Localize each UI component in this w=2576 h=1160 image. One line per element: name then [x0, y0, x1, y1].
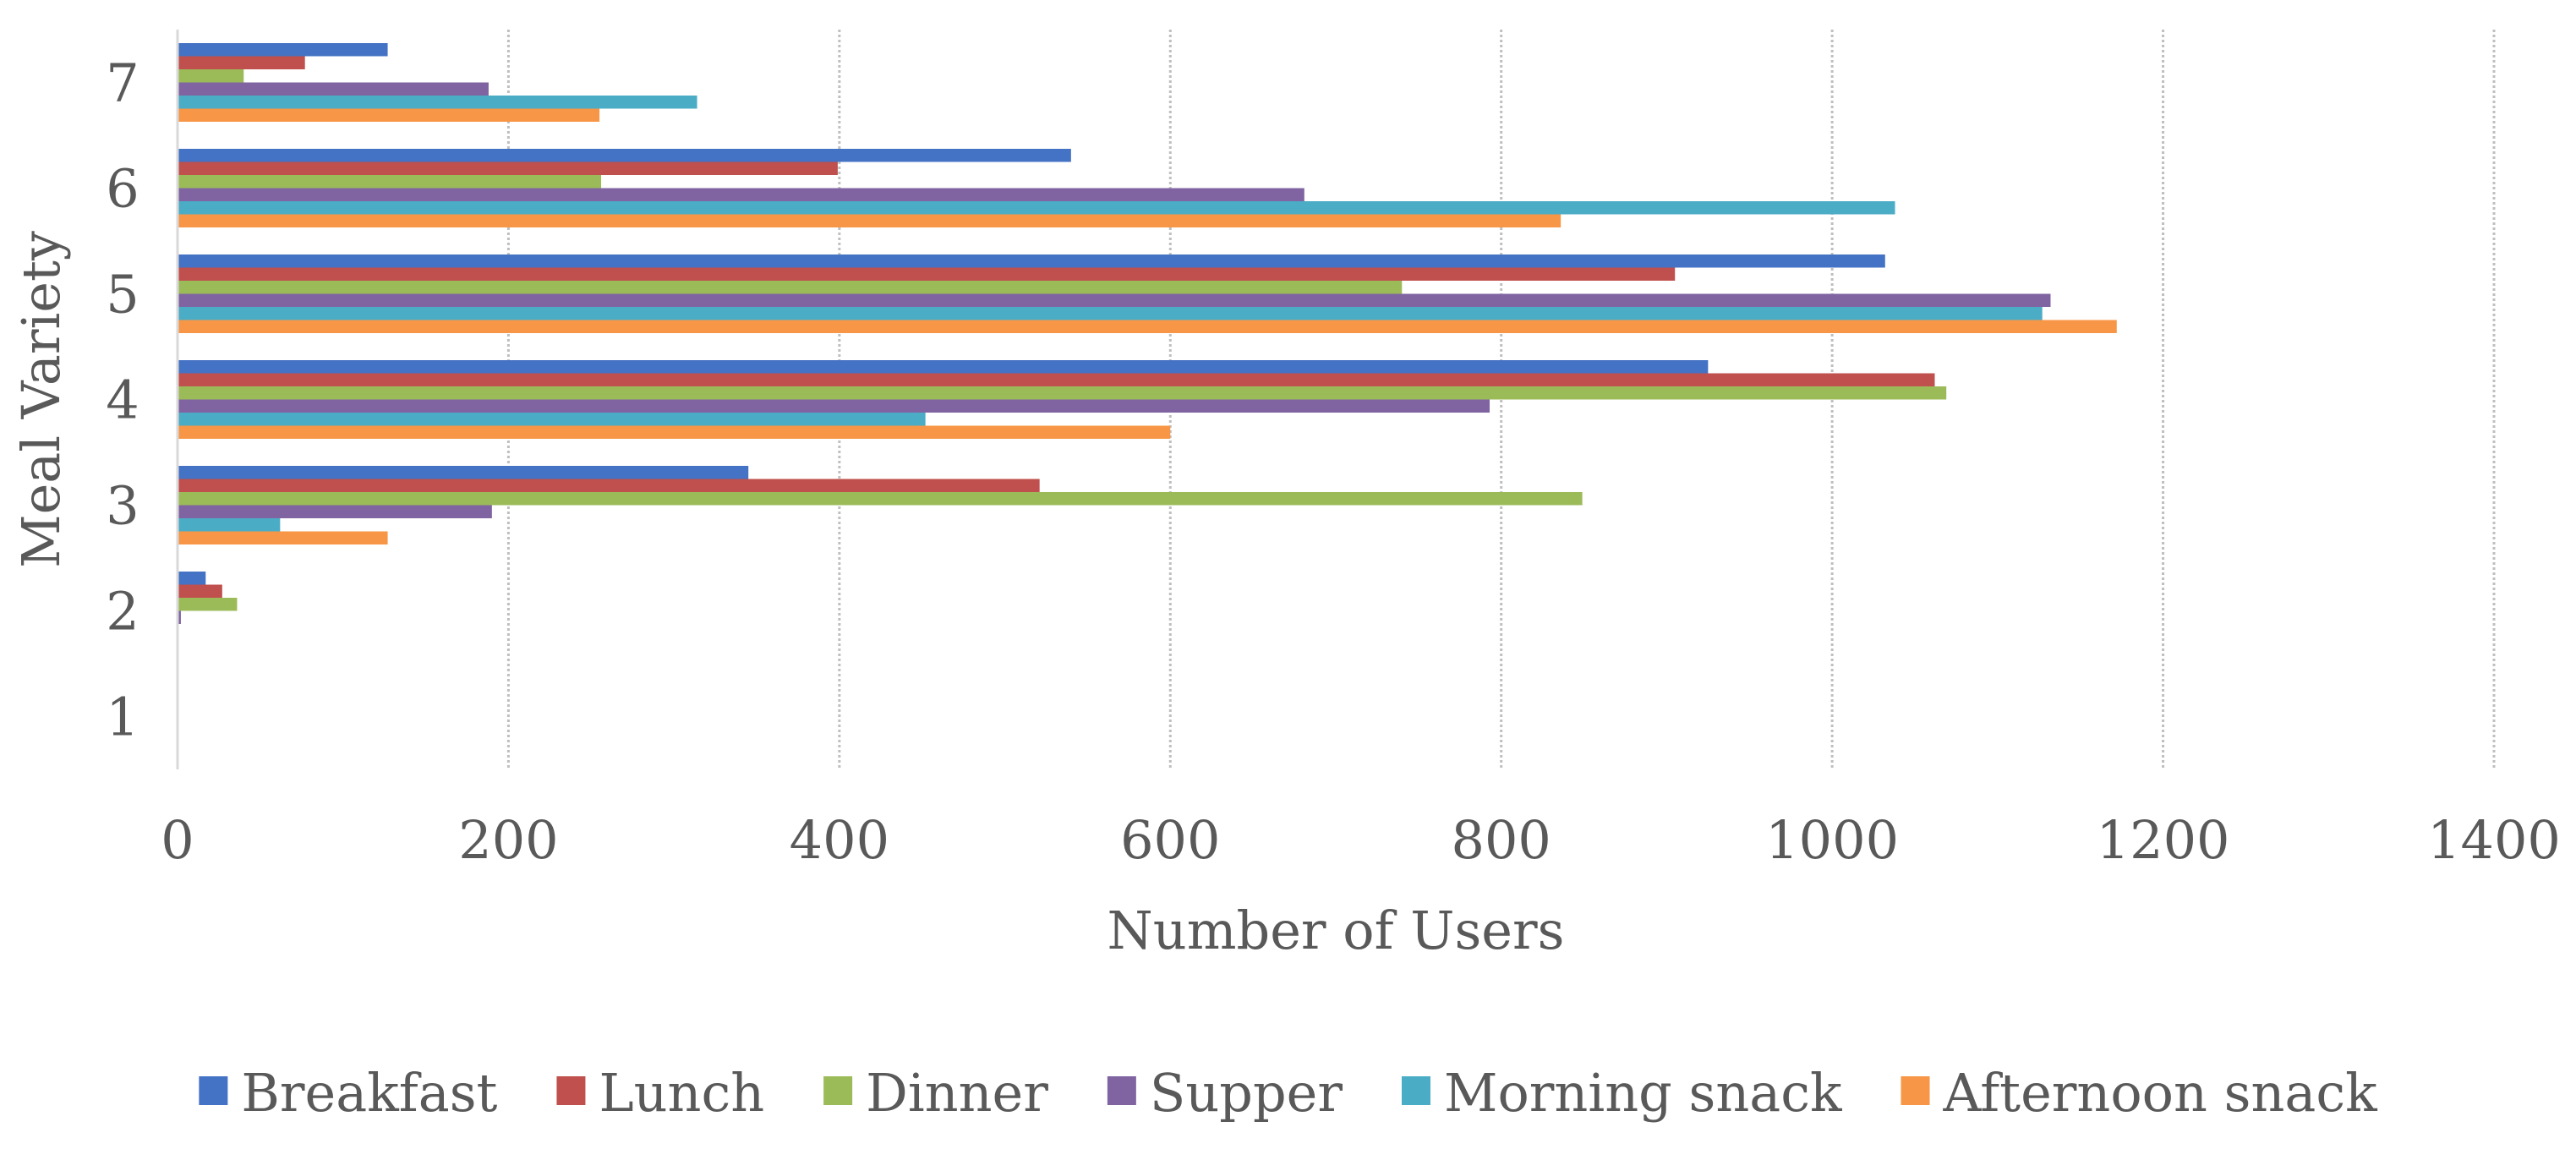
bar-breakfast — [178, 466, 749, 479]
x-tick-label: 600 — [1120, 809, 1220, 871]
bar-lunch — [178, 373, 1935, 386]
bar-dinner — [178, 598, 238, 611]
y-tick-label: 2 — [106, 581, 139, 643]
bars — [178, 43, 2117, 624]
bar-afternoon-snack — [178, 320, 2117, 333]
legend-swatch-dinner — [823, 1076, 853, 1105]
y-tick-label: 1 — [106, 687, 139, 748]
y-tick-label: 5 — [106, 264, 139, 326]
legend-swatch-supper — [1107, 1076, 1136, 1105]
bar-morning-snack — [178, 518, 281, 532]
bar-dinner — [178, 281, 1403, 294]
bar-morning-snack — [178, 307, 2043, 320]
axes: 0 200 400 600 800 1000 1200 1400 1 2 3 4 5 6 7 — [106, 30, 2561, 871]
legend-swatch-lunch — [556, 1076, 586, 1105]
bar-supper — [178, 293, 2051, 307]
bar-supper — [178, 610, 181, 624]
bar-morning-snack — [178, 96, 697, 109]
y-tick-label: 3 — [106, 475, 139, 537]
legend-label-afternoon-snack: Afternoon snack — [1943, 1062, 2378, 1124]
y-tick-label: 4 — [106, 369, 139, 431]
bar-dinner — [178, 175, 602, 189]
bar-breakfast — [178, 360, 1709, 374]
bar-lunch — [178, 584, 222, 598]
bar-lunch — [178, 56, 305, 69]
x-tick-label: 400 — [790, 809, 889, 871]
bar-morning-snack — [178, 413, 926, 426]
bar-afternoon-snack — [178, 425, 1171, 439]
legend-label-breakfast: Breakfast — [241, 1062, 497, 1124]
bar-afternoon-snack — [178, 108, 600, 122]
x-tick-label: 200 — [458, 809, 558, 871]
legend-swatch-afternoon-snack — [1901, 1076, 1930, 1105]
bar-lunch — [178, 161, 838, 175]
legend: Breakfast Lunch Dinner Supper Morning snack A… — [199, 1062, 2377, 1124]
x-tick-label: 800 — [1452, 809, 1551, 871]
bar-breakfast — [178, 572, 206, 585]
bar-lunch — [178, 267, 1676, 281]
bar-dinner — [178, 492, 1583, 506]
legend-label-supper: Supper — [1150, 1062, 1343, 1124]
legend-label-lunch: Lunch — [599, 1062, 764, 1124]
bar-dinner — [178, 69, 244, 83]
x-tick-label: 0 — [161, 809, 194, 871]
legend-label-morning-snack: Morning snack — [1444, 1062, 1842, 1124]
legend-label-dinner: Dinner — [866, 1062, 1048, 1124]
legend-swatch-breakfast — [199, 1076, 228, 1105]
y-axis-title: Meal Variety — [10, 231, 72, 568]
bar-breakfast — [178, 43, 388, 57]
bar-supper — [178, 505, 492, 518]
bar-supper — [178, 82, 489, 96]
bar-breakfast — [178, 149, 1071, 162]
bar-breakfast — [178, 254, 1885, 268]
bar-dinner — [178, 386, 1947, 400]
legend-swatch-morning-snack — [1401, 1076, 1430, 1105]
y-tick-label: 7 — [106, 52, 139, 114]
x-axis-title: Number of Users — [1108, 900, 1565, 961]
bar-supper — [178, 399, 1490, 413]
x-tick-label: 1000 — [1765, 809, 1899, 871]
bar-morning-snack — [178, 201, 1895, 215]
bar-afternoon-snack — [178, 214, 1561, 227]
bar-lunch — [178, 479, 1040, 492]
x-tick-label: 1400 — [2427, 809, 2561, 871]
bar-supper — [178, 188, 1304, 201]
x-tick-label: 1200 — [2097, 809, 2230, 871]
bar-afternoon-snack — [178, 531, 388, 544]
y-tick-label: 6 — [106, 158, 139, 220]
